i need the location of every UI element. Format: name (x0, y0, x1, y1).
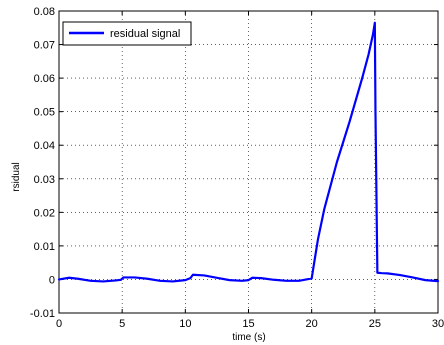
x-tick-label-4: 20 (306, 318, 318, 330)
y-tick-label-9: 0.08 (34, 6, 55, 18)
x-tick-label-2: 10 (179, 318, 191, 330)
y-tick-label-4: 0.03 (34, 174, 55, 186)
x-tick-label-1: 5 (119, 318, 125, 330)
y-tick-label-0: -0.01 (30, 308, 55, 320)
y-tick-label-6: 0.05 (34, 107, 55, 119)
y-tick-label-5: 0.04 (34, 140, 55, 152)
legend-box (62, 21, 192, 46)
legend-label-residual-signal: residual signal (110, 28, 180, 40)
x-tick-label-6: 30 (432, 318, 444, 330)
y-tick-label-1: 0 (49, 274, 55, 286)
x-axis-label: time (s) (232, 332, 265, 343)
y-tick-label-8: 0.07 (34, 40, 55, 52)
x-tick-label-3: 15 (242, 318, 254, 330)
grid-lines (59, 11, 438, 313)
x-tick-label-0: 0 (56, 318, 62, 330)
axis-ticks: 0 5 10 15 20 25 30-0.0100.010.020.030.040.050.… (30, 6, 444, 330)
x-tick-label-5: 25 (369, 318, 381, 330)
y-tick-label-7: 0.06 (34, 73, 55, 85)
y-tick-label-3: 0.02 (34, 207, 55, 219)
series-line-residual-signal (57, 21, 440, 283)
y-tick-label-2: 0.01 (34, 241, 55, 253)
legend: residual signal (62, 21, 192, 46)
series-layer (57, 21, 440, 283)
y-axis-label: rsidual (11, 162, 22, 191)
